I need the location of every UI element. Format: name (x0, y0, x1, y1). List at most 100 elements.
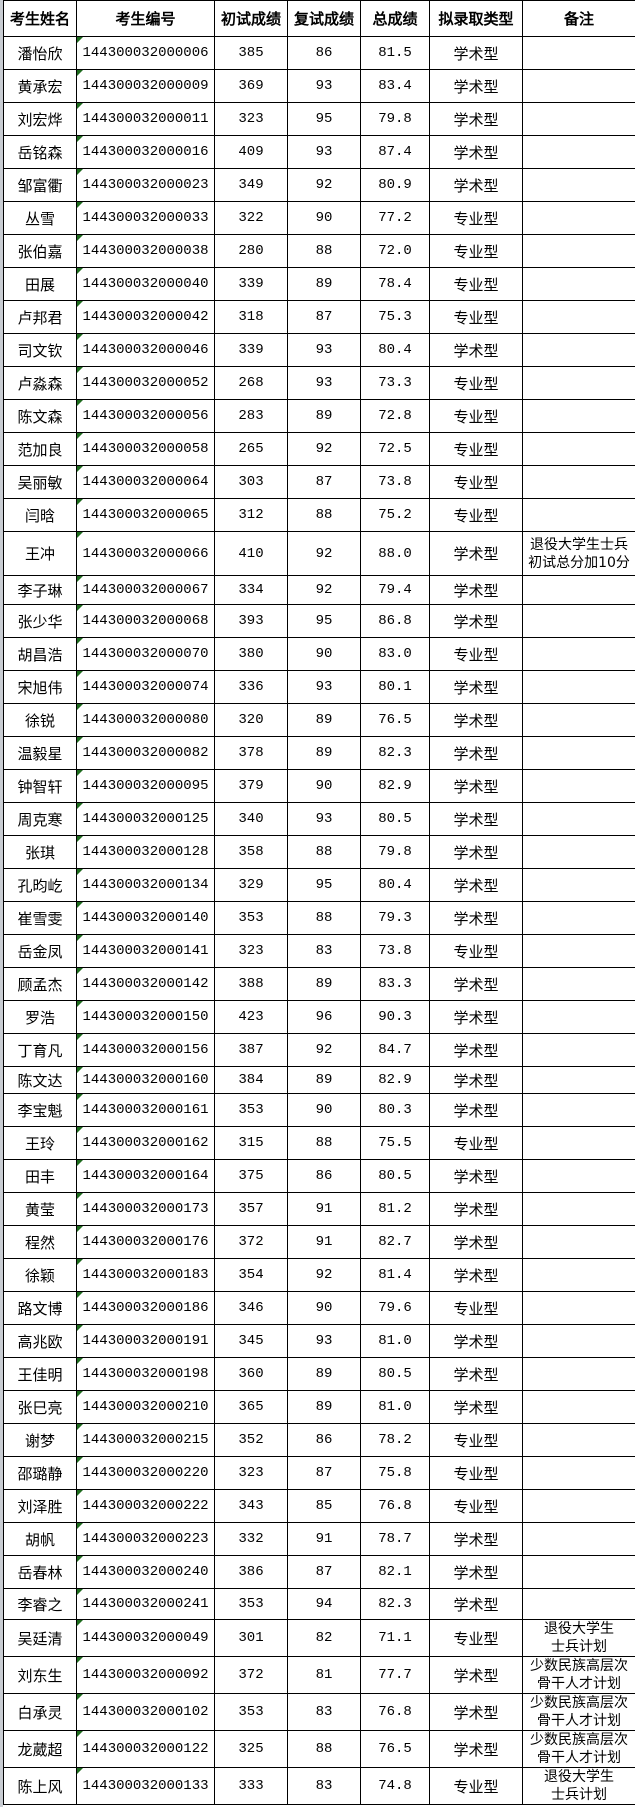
remarks-cell[interactable] (522, 901, 635, 935)
name-cell[interactable]: 黄承宏 (3, 69, 77, 103)
id-cell[interactable]: 144300032000215 (76, 1423, 215, 1457)
initial-score-cell[interactable]: 349 (214, 168, 288, 202)
initial-score-cell[interactable]: 339 (214, 267, 288, 301)
initial-score-cell[interactable]: 336 (214, 670, 288, 704)
initial-score-cell[interactable]: 353 (214, 1693, 288, 1731)
name-cell[interactable]: 宋旭伟 (3, 670, 77, 704)
retest-score-cell[interactable]: 87 (287, 465, 361, 499)
retest-score-cell[interactable]: 92 (287, 1258, 361, 1292)
retest-score-cell[interactable]: 83 (287, 1693, 361, 1731)
admission-type-cell[interactable]: 专业型 (429, 399, 523, 433)
retest-score-cell[interactable]: 86 (287, 36, 361, 70)
id-cell[interactable]: 144300032000186 (76, 1291, 215, 1325)
initial-score-cell[interactable]: 379 (214, 769, 288, 803)
remarks-cell[interactable] (522, 135, 635, 169)
retest-score-cell[interactable]: 86 (287, 1423, 361, 1457)
retest-score-cell[interactable]: 90 (287, 1093, 361, 1127)
initial-score-cell[interactable]: 283 (214, 399, 288, 433)
initial-score-cell[interactable]: 384 (214, 1066, 288, 1094)
admission-type-cell[interactable]: 学术型 (429, 1730, 523, 1768)
initial-score-cell[interactable]: 358 (214, 835, 288, 869)
id-cell[interactable]: 144300032000223 (76, 1522, 215, 1556)
id-cell[interactable]: 144300032000156 (76, 1033, 215, 1067)
id-cell[interactable]: 144300032000038 (76, 234, 215, 268)
name-cell[interactable]: 岳金凤 (3, 934, 77, 968)
remarks-cell[interactable] (522, 575, 635, 605)
id-cell[interactable]: 144300032000240 (76, 1555, 215, 1589)
name-cell[interactable]: 陈上风 (3, 1767, 77, 1805)
remarks-cell[interactable] (522, 670, 635, 704)
retest-score-cell[interactable]: 93 (287, 135, 361, 169)
remarks-cell[interactable]: 退役大学生 士兵计划 (522, 1767, 635, 1805)
total-score-cell[interactable]: 80.4 (360, 868, 430, 902)
total-score-cell[interactable]: 78.4 (360, 267, 430, 301)
remarks-cell[interactable] (522, 267, 635, 301)
admission-type-cell[interactable]: 学术型 (429, 1093, 523, 1127)
id-cell[interactable]: 144300032000122 (76, 1730, 215, 1768)
retest-score-cell[interactable]: 86 (287, 1159, 361, 1193)
admission-type-cell[interactable]: 学术型 (429, 1656, 523, 1694)
name-cell[interactable]: 王佳明 (3, 1357, 77, 1391)
initial-score-cell[interactable]: 265 (214, 432, 288, 466)
name-cell[interactable]: 钟智轩 (3, 769, 77, 803)
remarks-cell[interactable] (522, 1126, 635, 1160)
name-cell[interactable]: 胡昌浩 (3, 637, 77, 671)
name-cell[interactable]: 李宝魁 (3, 1093, 77, 1127)
admission-type-cell[interactable]: 学术型 (429, 1588, 523, 1620)
retest-score-cell[interactable]: 87 (287, 1456, 361, 1490)
admission-type-cell[interactable]: 专业型 (429, 300, 523, 334)
initial-score-cell[interactable]: 323 (214, 102, 288, 136)
id-cell[interactable]: 144300032000042 (76, 300, 215, 334)
admission-type-cell[interactable]: 学术型 (429, 531, 523, 576)
id-cell[interactable]: 144300032000210 (76, 1390, 215, 1424)
name-cell[interactable]: 张巳亮 (3, 1390, 77, 1424)
remarks-cell[interactable] (522, 333, 635, 367)
remarks-cell[interactable] (522, 1258, 635, 1292)
id-cell[interactable]: 144300032000162 (76, 1126, 215, 1160)
initial-score-cell[interactable]: 329 (214, 868, 288, 902)
initial-score-cell[interactable]: 410 (214, 531, 288, 576)
id-cell[interactable]: 144300032000140 (76, 901, 215, 935)
id-cell[interactable]: 144300032000176 (76, 1225, 215, 1259)
remarks-cell[interactable] (522, 498, 635, 532)
name-cell[interactable]: 岳春林 (3, 1555, 77, 1589)
remarks-cell[interactable] (522, 1000, 635, 1034)
id-cell[interactable]: 144300032000220 (76, 1456, 215, 1490)
id-cell[interactable]: 144300032000160 (76, 1066, 215, 1094)
admission-type-cell[interactable]: 学术型 (429, 868, 523, 902)
total-score-cell[interactable]: 79.3 (360, 901, 430, 935)
total-score-cell[interactable]: 80.5 (360, 1159, 430, 1193)
retest-score-cell[interactable]: 92 (287, 575, 361, 605)
initial-score-cell[interactable]: 352 (214, 1423, 288, 1457)
name-cell[interactable]: 邵璐静 (3, 1456, 77, 1490)
name-cell[interactable]: 王玲 (3, 1126, 77, 1160)
total-score-cell[interactable]: 72.0 (360, 234, 430, 268)
admission-type-cell[interactable]: 学术型 (429, 1693, 523, 1731)
remarks-cell[interactable] (522, 637, 635, 671)
name-cell[interactable]: 吴丽敏 (3, 465, 77, 499)
remarks-cell[interactable] (522, 1291, 635, 1325)
admission-type-cell[interactable]: 学术型 (429, 1192, 523, 1226)
initial-score-cell[interactable]: 386 (214, 1555, 288, 1589)
initial-score-cell[interactable]: 323 (214, 1456, 288, 1490)
retest-score-cell[interactable]: 81 (287, 1656, 361, 1694)
initial-score-cell[interactable]: 353 (214, 901, 288, 935)
name-cell[interactable]: 范加良 (3, 432, 77, 466)
total-score-cell[interactable]: 77.7 (360, 1656, 430, 1694)
total-score-cell[interactable]: 80.9 (360, 168, 430, 202)
id-cell[interactable]: 144300032000033 (76, 201, 215, 235)
admission-type-cell[interactable]: 学术型 (429, 1225, 523, 1259)
id-cell[interactable]: 144300032000092 (76, 1656, 215, 1694)
id-cell[interactable]: 144300032000016 (76, 135, 215, 169)
name-cell[interactable]: 温毅星 (3, 736, 77, 770)
total-score-cell[interactable]: 87.4 (360, 135, 430, 169)
remarks-cell[interactable] (522, 1555, 635, 1589)
remarks-cell[interactable]: 少数民族高层次 骨干人才计划 (522, 1656, 635, 1694)
retest-score-cell[interactable]: 91 (287, 1522, 361, 1556)
initial-score-cell[interactable]: 393 (214, 604, 288, 638)
admission-type-cell[interactable]: 学术型 (429, 967, 523, 1001)
retest-score-cell[interactable]: 93 (287, 69, 361, 103)
remarks-cell[interactable] (522, 1489, 635, 1523)
total-score-cell[interactable]: 73.3 (360, 366, 430, 400)
admission-type-cell[interactable]: 专业型 (429, 234, 523, 268)
